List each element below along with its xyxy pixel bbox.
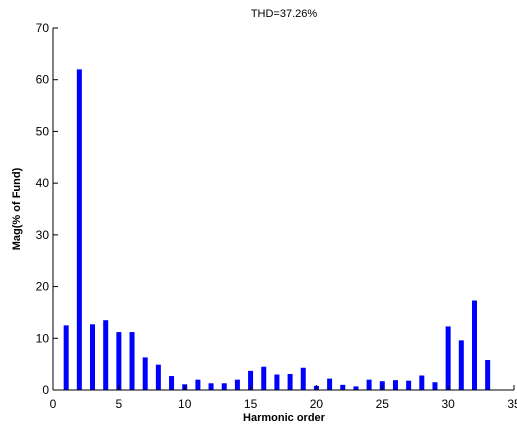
x-tick-label: 0 bbox=[50, 397, 57, 411]
x-tick-label: 15 bbox=[244, 397, 258, 411]
bar-h28 bbox=[419, 375, 425, 390]
bar-h29 bbox=[432, 382, 438, 390]
bar-h31 bbox=[458, 340, 464, 390]
x-axis-label: Harmonic order bbox=[243, 412, 326, 424]
chart-title: THD=37.26% bbox=[251, 8, 318, 20]
y-tick-label: 70 bbox=[36, 21, 50, 35]
y-tick-label: 30 bbox=[36, 228, 50, 242]
bar-h1 bbox=[63, 325, 69, 390]
bar-h17 bbox=[274, 374, 280, 390]
bar-h27 bbox=[406, 380, 412, 390]
x-ticks: 0 5 10 15 20 25 30 35 bbox=[50, 385, 517, 411]
y-tick-label: 10 bbox=[36, 331, 50, 345]
bar-h21 bbox=[327, 378, 333, 390]
bar-h4 bbox=[103, 320, 109, 390]
bar-h13 bbox=[221, 383, 227, 390]
bar-h12 bbox=[208, 383, 214, 390]
x-tick-label: 20 bbox=[310, 397, 324, 411]
bar-h23 bbox=[353, 386, 359, 390]
bar-h9 bbox=[169, 376, 175, 390]
x-tick-label: 10 bbox=[178, 397, 192, 411]
bar-h3 bbox=[90, 324, 96, 390]
bar-h19 bbox=[300, 367, 306, 390]
x-tick-label: 35 bbox=[507, 397, 517, 411]
bar-h15 bbox=[248, 370, 254, 390]
y-tick-label: 40 bbox=[36, 176, 50, 190]
x-tick-label: 30 bbox=[441, 397, 455, 411]
plot-area: 0 5 10 15 20 25 30 35 0 10 20 30 40 50 60 70 bbox=[36, 21, 517, 411]
bar-h14 bbox=[234, 379, 240, 390]
y-tick-label: 50 bbox=[36, 124, 50, 138]
y-tick-label: 20 bbox=[36, 280, 50, 294]
bar-h30 bbox=[445, 326, 451, 390]
bar-h5 bbox=[116, 332, 122, 390]
bar-h22 bbox=[340, 384, 346, 390]
bar-h6 bbox=[129, 332, 135, 390]
bar-h16 bbox=[261, 366, 267, 390]
bar-h8 bbox=[155, 364, 161, 390]
bar-h11 bbox=[195, 379, 201, 390]
bar-h32 bbox=[471, 300, 477, 390]
bar-h33 bbox=[485, 360, 491, 390]
y-tick-label: 60 bbox=[36, 73, 50, 87]
bar-h24 bbox=[366, 379, 372, 390]
bar-h7 bbox=[142, 357, 148, 390]
y-axis-label: Mag(% of Fund) bbox=[11, 167, 23, 250]
bar-h18 bbox=[287, 373, 293, 390]
bars-group bbox=[63, 69, 491, 391]
y-tick-label: 0 bbox=[42, 383, 49, 397]
y-ticks: 0 10 20 30 40 50 60 70 bbox=[36, 21, 58, 397]
x-tick-label: 25 bbox=[376, 397, 390, 411]
x-tick-label: 5 bbox=[116, 397, 123, 411]
bar-h2 bbox=[76, 69, 82, 391]
bar-h26 bbox=[392, 380, 398, 390]
